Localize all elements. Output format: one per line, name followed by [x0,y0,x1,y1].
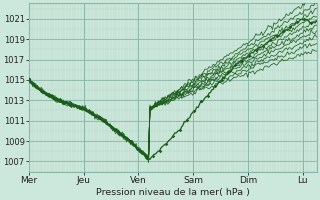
X-axis label: Pression niveau de la mer( hPa ): Pression niveau de la mer( hPa ) [96,188,250,197]
